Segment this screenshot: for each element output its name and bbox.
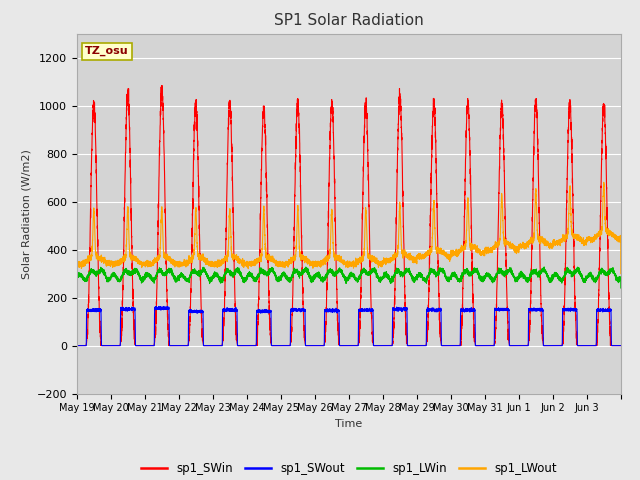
sp1_LWin bbox=[92, 273, 100, 278]
sp1_LWout bbox=[600, 180, 607, 185]
sp1_SWout bbox=[481, 343, 489, 348]
sp1_SWout bbox=[73, 343, 81, 348]
Legend: sp1_SWin, sp1_SWout, sp1_LWin, sp1_LWout: sp1_SWin, sp1_SWout, sp1_LWin, sp1_LWout bbox=[136, 457, 561, 480]
sp1_LWin bbox=[317, 275, 324, 281]
Line: sp1_LWout: sp1_LWout bbox=[77, 182, 621, 274]
sp1_SWin bbox=[547, 343, 555, 348]
sp1_LWout bbox=[92, 252, 100, 258]
Line: sp1_LWin: sp1_LWin bbox=[77, 267, 621, 288]
sp1_SWout bbox=[317, 343, 324, 348]
sp1_SWout bbox=[163, 303, 171, 309]
Y-axis label: Solar Radiation (W/m2): Solar Radiation (W/m2) bbox=[21, 149, 31, 278]
sp1_SWout bbox=[214, 343, 221, 348]
sp1_SWin bbox=[317, 343, 324, 348]
sp1_SWin bbox=[240, 343, 248, 348]
sp1_SWin bbox=[481, 343, 489, 348]
sp1_SWout bbox=[617, 343, 625, 348]
sp1_SWout bbox=[92, 306, 100, 312]
sp1_LWout bbox=[481, 247, 489, 252]
Line: sp1_SWout: sp1_SWout bbox=[77, 306, 621, 346]
sp1_LWin bbox=[240, 279, 248, 285]
Line: sp1_SWin: sp1_SWin bbox=[77, 85, 621, 346]
sp1_LWout bbox=[214, 260, 221, 266]
sp1_LWout bbox=[317, 262, 324, 267]
X-axis label: Time: Time bbox=[335, 419, 362, 429]
sp1_LWout bbox=[73, 261, 81, 266]
sp1_LWin bbox=[73, 275, 81, 281]
sp1_SWout bbox=[240, 343, 248, 348]
sp1_LWout bbox=[547, 243, 555, 249]
sp1_LWin bbox=[481, 273, 489, 278]
sp1_LWin bbox=[617, 285, 625, 291]
Text: TZ_osu: TZ_osu bbox=[85, 46, 129, 57]
sp1_LWin bbox=[540, 264, 548, 270]
sp1_SWin bbox=[73, 343, 81, 348]
sp1_LWout bbox=[617, 271, 625, 276]
sp1_LWin bbox=[547, 276, 555, 282]
Title: SP1 Solar Radiation: SP1 Solar Radiation bbox=[274, 13, 424, 28]
sp1_SWin bbox=[214, 343, 221, 348]
sp1_SWin bbox=[158, 83, 166, 88]
sp1_SWin bbox=[617, 343, 625, 348]
sp1_SWout bbox=[547, 343, 555, 348]
sp1_LWin bbox=[214, 272, 221, 278]
sp1_SWin bbox=[92, 147, 100, 153]
sp1_LWout bbox=[240, 262, 248, 268]
